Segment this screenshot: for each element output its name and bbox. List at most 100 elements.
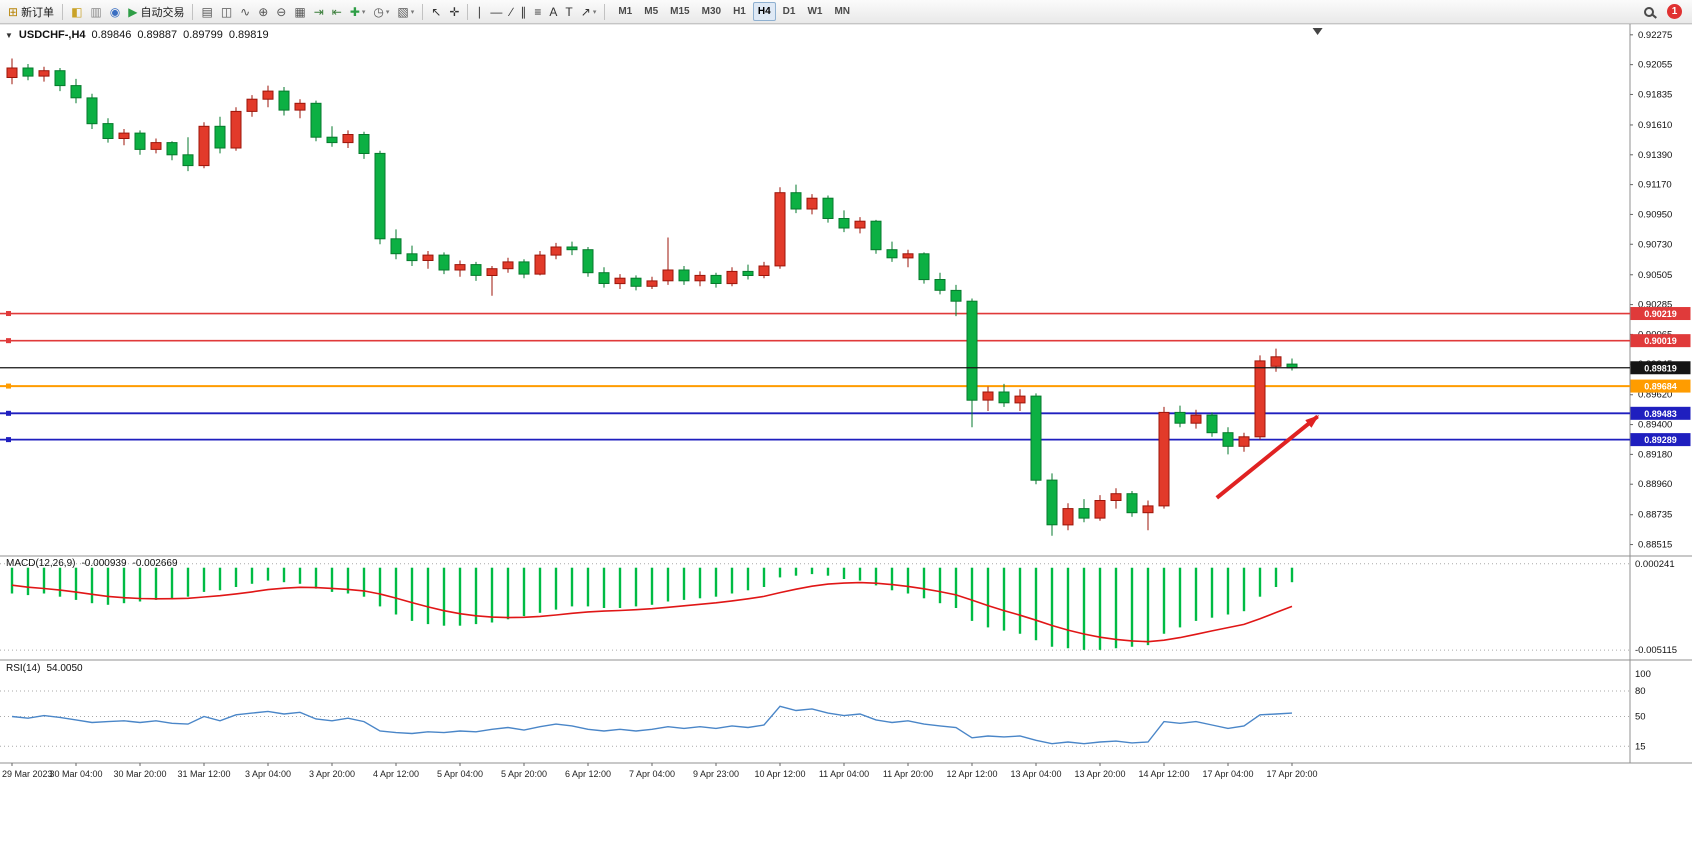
candle bbox=[1014, 395, 1026, 404]
candle bbox=[86, 97, 98, 125]
line-chart-type-button[interactable]: ∿ bbox=[237, 2, 253, 22]
time-axis-label: 12 Apr 12:00 bbox=[946, 769, 997, 779]
indicators-button[interactable]: ✚ ▾ bbox=[347, 2, 369, 22]
time-axis-label: 13 Apr 20:00 bbox=[1074, 769, 1125, 779]
candle bbox=[22, 67, 34, 77]
zoom-in-button[interactable]: ⊕ bbox=[255, 2, 271, 22]
ohlc-high-value: 0.89887 bbox=[137, 29, 178, 41]
cursor-button[interactable]: ↖ bbox=[428, 2, 444, 22]
timeframe-m30-button[interactable]: M30 bbox=[701, 6, 722, 17]
magnifier-icon bbox=[1644, 6, 1654, 17]
svg-text:0.91610: 0.91610 bbox=[1638, 120, 1672, 131]
trendline-button[interactable]: ∕ bbox=[507, 2, 515, 22]
rsi-indicator-label: RSI(14) 54.0050 bbox=[6, 663, 83, 674]
search-button[interactable] bbox=[1641, 2, 1657, 22]
candle bbox=[166, 142, 178, 156]
new-order-button[interactable]: ⊞ 新订单 bbox=[5, 2, 57, 22]
candle bbox=[1158, 411, 1170, 507]
toolbar-separator bbox=[467, 3, 469, 20]
chart-shift-marker[interactable] bbox=[1312, 28, 1323, 35]
dropdown-arrow-icon: ▾ bbox=[592, 8, 597, 16]
timeframe-m15-button[interactable]: M15 bbox=[670, 6, 690, 17]
candlestick-type-button[interactable]: ◫ bbox=[218, 2, 235, 22]
line-handle[interactable] bbox=[6, 437, 11, 443]
candle bbox=[1046, 479, 1058, 526]
horizontal-line-0.90019[interactable] bbox=[0, 338, 1630, 344]
chart-shift-button[interactable]: ⇤ bbox=[329, 2, 345, 22]
channel-button[interactable]: ∥ bbox=[517, 2, 529, 22]
timeframe-mn-button[interactable]: MN bbox=[834, 6, 851, 17]
refresh-button[interactable]: ◉ bbox=[107, 2, 123, 22]
candle bbox=[726, 270, 738, 285]
toolbar-separator bbox=[422, 3, 424, 20]
zoom-in-icon: ⊕ bbox=[258, 4, 269, 19]
arrows-button[interactable]: ↗ ▾ bbox=[578, 2, 600, 22]
candle bbox=[454, 264, 466, 271]
line-handle[interactable] bbox=[6, 311, 11, 317]
candle bbox=[710, 274, 722, 284]
bar-chart-type-icon: ▤ bbox=[201, 4, 213, 19]
line-handle[interactable] bbox=[6, 410, 11, 416]
price-axis[interactable]: 0.92275 0.92055 0.91835 0.91610 0.91390 0.911… bbox=[1630, 30, 1672, 551]
timeframe-h4-button[interactable]: H4 bbox=[752, 2, 776, 21]
timeframe-h1-button[interactable]: H1 bbox=[733, 6, 746, 17]
zoom-out-button[interactable]: ⊖ bbox=[273, 2, 289, 22]
time-axis-label: 10 Apr 12:00 bbox=[754, 769, 805, 779]
candle bbox=[1094, 500, 1106, 519]
periods-button[interactable]: ◷ ▾ bbox=[370, 2, 392, 22]
candle bbox=[646, 280, 658, 287]
auto-trading-button[interactable]: ▶ 自动交易 bbox=[125, 2, 187, 22]
timeframe-m1-button[interactable]: M1 bbox=[618, 6, 633, 17]
time-axis-label: 3 Apr 20:00 bbox=[309, 769, 355, 779]
timeframe-w1-button[interactable]: W1 bbox=[807, 6, 823, 17]
candle bbox=[1254, 360, 1266, 438]
fibonacci-icon: ≡ bbox=[534, 4, 542, 19]
auto-scroll-button[interactable]: ⇥ bbox=[311, 2, 327, 22]
horizontal-line-0.89289[interactable] bbox=[0, 437, 1630, 443]
candle bbox=[310, 102, 322, 138]
candle bbox=[582, 249, 594, 274]
line-handle[interactable] bbox=[6, 383, 11, 389]
time-axis-label: 31 Mar 12:00 bbox=[177, 769, 230, 779]
svg-text:0.91835: 0.91835 bbox=[1638, 89, 1672, 100]
text-button[interactable]: A bbox=[546, 2, 560, 22]
toolbar-separator bbox=[62, 3, 64, 20]
candle bbox=[566, 246, 578, 251]
trend-arrow[interactable] bbox=[1215, 414, 1320, 500]
candle bbox=[790, 192, 802, 210]
candle bbox=[886, 249, 898, 259]
tile-windows-button[interactable]: ▦ bbox=[291, 2, 308, 22]
candle bbox=[662, 269, 674, 282]
profiles-button[interactable]: ▥ bbox=[87, 2, 104, 22]
svg-text:0.92275: 0.92275 bbox=[1638, 30, 1672, 41]
bar-chart-type-button[interactable]: ▤ bbox=[198, 2, 215, 22]
new-order-button-label: 新订单 bbox=[21, 6, 55, 19]
collapse-chart-icon[interactable]: ▼ bbox=[5, 30, 13, 40]
timeframe-d1-button[interactable]: D1 bbox=[782, 6, 796, 17]
label-icon: T bbox=[565, 4, 573, 19]
candle bbox=[118, 132, 130, 139]
time-axis-label: 6 Apr 12:00 bbox=[565, 769, 611, 779]
fibonacci-button[interactable]: ≡ bbox=[531, 2, 544, 22]
macd-main-value: -0.000939 bbox=[81, 558, 127, 569]
chart-window-button[interactable]: ◧ bbox=[68, 2, 85, 22]
chart-canvas[interactable]: 0.92275 0.92055 0.91835 0.91610 0.91390 0.911… bbox=[0, 24, 1692, 847]
candle bbox=[198, 125, 210, 167]
horizontal-line-0.90219[interactable] bbox=[0, 311, 1630, 317]
horizontal-line-button[interactable]: ― bbox=[487, 2, 505, 22]
dropdown-arrow-icon: ▾ bbox=[410, 8, 415, 16]
candle bbox=[694, 274, 706, 282]
crosshair-button[interactable]: ✛ bbox=[446, 2, 462, 22]
templates-button[interactable]: ▧ ▾ bbox=[394, 2, 417, 22]
label-button[interactable]: T bbox=[562, 2, 575, 22]
line-handle[interactable] bbox=[6, 338, 11, 344]
notification-badge[interactable]: 1 bbox=[1667, 4, 1682, 19]
timeframe-m5-button[interactable]: M5 bbox=[644, 6, 659, 17]
candle bbox=[438, 254, 450, 271]
time-axis-label: 14 Apr 12:00 bbox=[1138, 769, 1189, 779]
horizontal-line-0.89684[interactable] bbox=[0, 383, 1630, 389]
horizontal-line-0.89483[interactable] bbox=[0, 410, 1630, 416]
time-axis-label: 11 Apr 20:00 bbox=[883, 769, 933, 779]
vertical-line-button[interactable]: ∣ bbox=[473, 2, 485, 22]
